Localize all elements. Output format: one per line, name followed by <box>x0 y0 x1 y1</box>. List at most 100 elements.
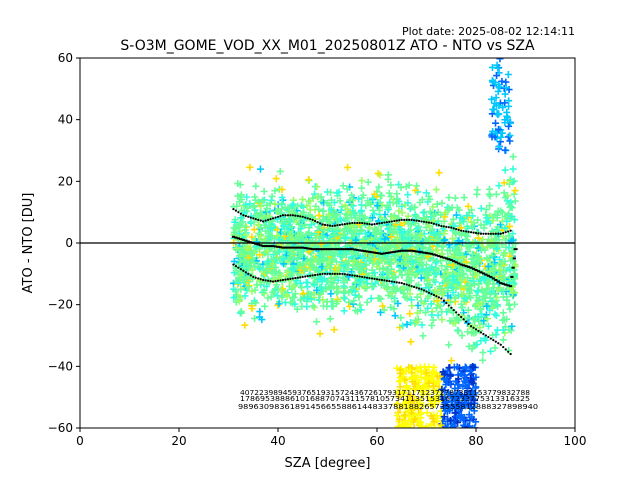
lower-std-marker <box>356 275 359 278</box>
scatter-point <box>364 178 372 186</box>
lower-std-marker <box>467 322 470 326</box>
bin-count-row: 9896309836189145665588614483378818826573… <box>238 403 538 411</box>
scatter-point <box>392 221 400 229</box>
scatter-point <box>409 427 412 428</box>
scatter-point <box>346 196 354 204</box>
lower-std-marker <box>492 339 495 342</box>
scatter-point <box>410 397 418 405</box>
scatter-point <box>375 240 383 248</box>
scatter-point <box>407 318 415 326</box>
scatter-point <box>413 243 421 251</box>
scatter-point <box>430 256 438 264</box>
scatter-point <box>424 430 431 437</box>
scatter-point <box>440 230 448 238</box>
scatter-point <box>350 232 358 240</box>
lower-std-marker <box>262 278 265 282</box>
scatter-point <box>478 245 486 253</box>
upper-std-marker <box>299 215 302 218</box>
scatter-point <box>491 79 499 87</box>
scatter-point <box>237 191 245 199</box>
scatter-point <box>438 199 446 207</box>
scatter-point <box>452 402 460 410</box>
scatter-point <box>449 289 457 297</box>
scatter-point <box>505 232 513 240</box>
lower-std-marker <box>472 326 475 329</box>
scatter-point <box>310 281 318 289</box>
scatter-point <box>294 255 302 263</box>
lower-std-marker <box>395 281 398 284</box>
scatter-point <box>439 272 447 280</box>
scatter-point <box>422 309 430 317</box>
scatter-point <box>356 253 364 261</box>
upper-std-marker <box>306 217 309 220</box>
lower-std-marker <box>239 268 242 271</box>
scatter-point <box>419 332 427 340</box>
scatter-point <box>497 133 505 141</box>
upper-std-marker <box>447 226 450 229</box>
scatter-point <box>387 181 395 189</box>
upper-std-marker <box>262 220 265 223</box>
lower-std-marker <box>507 350 510 353</box>
scatter-point <box>283 242 291 250</box>
scatter-point <box>248 287 256 295</box>
scatter-point <box>491 344 499 352</box>
scatter-point <box>473 271 481 279</box>
scatter-point <box>449 423 457 428</box>
scatter-point <box>248 305 256 313</box>
scatter-point <box>385 189 393 197</box>
scatter-point <box>378 192 386 200</box>
scatter-point <box>344 265 352 273</box>
lower-std-marker <box>474 328 478 331</box>
scatter-point <box>440 413 448 421</box>
scatter-point <box>386 223 394 231</box>
scatter-point <box>334 276 342 284</box>
scatter-point <box>501 224 509 232</box>
upper-std-marker <box>427 221 431 224</box>
upper-std-marker <box>405 218 408 221</box>
scatter-point <box>474 301 482 309</box>
scatter-point <box>250 226 258 234</box>
scatter-point <box>362 261 370 269</box>
scatter-point <box>501 257 509 265</box>
scatter-point <box>401 421 409 428</box>
lower-std-marker <box>244 271 247 274</box>
scatter-point <box>237 308 245 316</box>
scatter-point <box>511 275 519 283</box>
scatter-point <box>230 285 238 293</box>
lower-std-marker <box>338 272 341 275</box>
upper-std-marker <box>430 221 433 225</box>
scatter-point <box>336 215 344 223</box>
scatter-point <box>384 205 392 213</box>
lower-std-marker <box>430 292 433 295</box>
scatter-point <box>275 269 283 277</box>
upper-std-marker <box>497 232 500 235</box>
lower-std-marker <box>348 273 351 277</box>
scatter-point <box>307 221 315 229</box>
scatter-point <box>405 181 413 189</box>
scatter-point <box>236 246 244 254</box>
scatter-point <box>510 270 518 278</box>
scatter-point <box>492 119 500 127</box>
scatter-point <box>317 240 325 248</box>
scatter-point <box>331 231 339 239</box>
scatter-point <box>286 231 294 239</box>
upper-std-marker <box>375 222 379 225</box>
scatter-point <box>295 220 303 228</box>
lower-std-marker <box>314 273 317 277</box>
x-tick-label: 80 <box>468 434 483 448</box>
upper-std-marker <box>323 223 327 226</box>
scatter-point <box>256 308 264 316</box>
scatter-point <box>379 302 387 310</box>
scatter-point <box>434 246 442 254</box>
scatter-point <box>458 332 466 340</box>
scatter-point <box>236 309 244 317</box>
scatter-point <box>493 245 501 253</box>
scatter-point <box>427 300 435 308</box>
upper-std-marker <box>351 221 354 225</box>
scatter-point <box>432 395 440 403</box>
lower-std-marker <box>363 276 366 279</box>
scatter-point <box>285 235 293 243</box>
scatter-point <box>478 287 486 295</box>
lower-std-marker <box>388 280 391 283</box>
scatter-point <box>503 296 511 304</box>
